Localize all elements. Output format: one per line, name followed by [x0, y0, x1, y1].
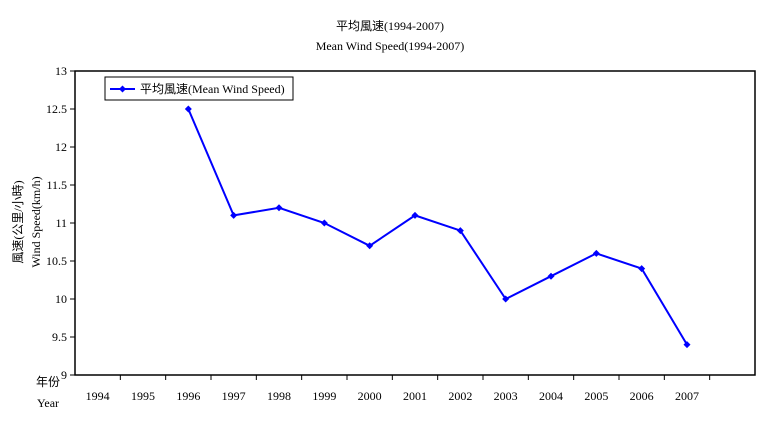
data-point — [456, 227, 464, 235]
chart-title: 平均風速(1994-2007) — [336, 19, 444, 33]
data-point — [592, 249, 600, 257]
x-tick-label: 2001 — [403, 389, 427, 403]
data-point — [366, 242, 374, 250]
x-tick-label: 1999 — [312, 389, 336, 403]
y-tick-label: 10.5 — [46, 254, 67, 268]
y-tick-label: 13 — [55, 64, 67, 78]
x-tick-label: 1997 — [222, 389, 246, 403]
x-tick-label: 2007 — [675, 389, 699, 403]
data-point — [184, 105, 192, 113]
legend: 平均風速(Mean Wind Speed) — [104, 76, 294, 101]
x-axis-label-zh: 年份 — [36, 375, 60, 389]
data-point — [502, 295, 510, 303]
legend-marker-icon — [119, 85, 126, 93]
data-point — [547, 272, 555, 280]
legend-label: 平均風速(Mean Wind Speed) — [140, 82, 285, 96]
y-axis-label-zh: 風速(公里/小時) — [11, 180, 25, 263]
data-point — [320, 219, 328, 227]
y-tick-label: 10 — [55, 292, 67, 306]
x-tick-label: 1994 — [86, 389, 110, 403]
y-tick-label: 11 — [55, 216, 67, 230]
data-point — [411, 211, 419, 219]
x-tick-label: 2005 — [584, 389, 608, 403]
plot-area — [74, 70, 756, 376]
x-tick-label: 2002 — [448, 389, 472, 403]
chart-subtitle: Mean Wind Speed(1994-2007) — [316, 39, 465, 53]
legend-box — [104, 76, 294, 101]
data-point — [275, 204, 283, 212]
y-tick-label: 9.5 — [52, 330, 67, 344]
x-tick-label: 2000 — [358, 389, 382, 403]
y-tick-label: 9 — [61, 368, 67, 382]
y-tick-label: 12.5 — [46, 102, 67, 116]
x-tick-label: 2006 — [630, 389, 654, 403]
y-axis-label: 風速(公里/小時) Wind Speed(km/h) — [11, 176, 43, 267]
x-axis-label-en: Year — [37, 396, 59, 410]
y-axis-label-en: Wind Speed(km/h) — [29, 176, 43, 267]
x-tick-label: 2003 — [494, 389, 518, 403]
x-tick-label: 1996 — [176, 389, 200, 403]
x-tick-label: 1998 — [267, 389, 291, 403]
data-point — [683, 341, 691, 349]
data-point — [230, 211, 238, 219]
y-tick-label: 11.5 — [46, 178, 67, 192]
y-tick-label: 12 — [55, 140, 67, 154]
x-tick-label: 2004 — [539, 389, 563, 403]
data-point — [638, 265, 646, 273]
x-tick-label: 1995 — [131, 389, 155, 403]
series-line — [187, 108, 688, 346]
